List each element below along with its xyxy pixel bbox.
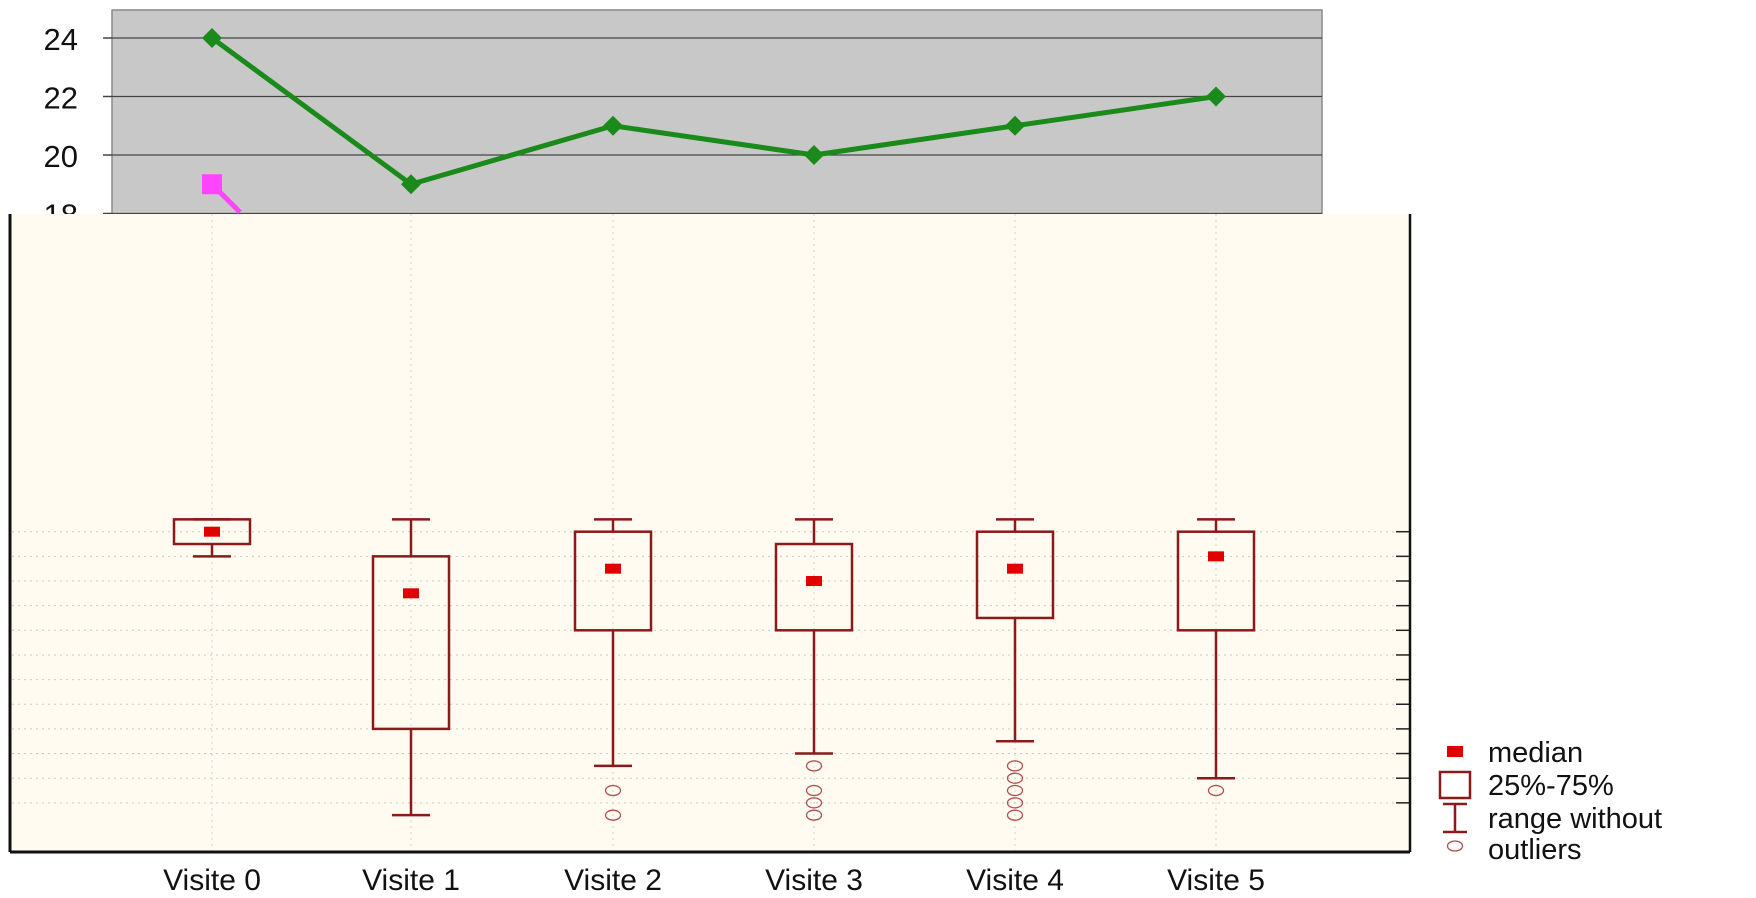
legend-box-icon (1438, 770, 1472, 800)
iqr-box (573, 530, 653, 632)
x-tick-label: Visite 4 (966, 864, 1064, 893)
box-visite-5 (1176, 518, 1256, 797)
legend-median-icon (1447, 746, 1463, 757)
line-plot-area (111, 9, 1323, 215)
legend-label: 25%-75% (1488, 770, 1614, 802)
median-marker (605, 563, 621, 574)
outlier-point (1006, 784, 1024, 797)
box-plot-area (10, 214, 1410, 852)
median-marker (403, 588, 419, 599)
x-tick-label: Visite 2 (564, 864, 662, 893)
outlier-point (805, 784, 823, 797)
line-point (1005, 115, 1025, 136)
x-tick-label: Visite 5 (1167, 864, 1265, 893)
outlier-point (604, 809, 622, 821)
legend-label: median (1488, 737, 1583, 769)
box-visite-1 (371, 518, 451, 817)
median-marker (1208, 551, 1224, 562)
outlier-point (805, 760, 823, 772)
outlier-point (604, 784, 622, 797)
iqr-box (1176, 530, 1256, 632)
iqr-box (975, 530, 1055, 620)
box-visite-4 (975, 518, 1055, 821)
line-point (202, 174, 222, 195)
line-y-tick-label: 20 (44, 139, 78, 174)
line-chart: 18202224 (44, 9, 1323, 233)
x-tick-label: Visite 1 (362, 864, 460, 893)
line-point (1206, 86, 1226, 107)
iqr-box (371, 555, 451, 731)
outlier-point (1006, 760, 1024, 772)
line-point (401, 174, 421, 195)
line-point (603, 115, 623, 136)
x-tick-label: Visite 3 (765, 864, 863, 893)
box-visite-0 (172, 518, 252, 558)
outlier-point (1006, 797, 1024, 809)
outlier-point (1006, 809, 1024, 821)
line-y-tick-label: 22 (44, 81, 78, 116)
outlier-point (1207, 784, 1225, 797)
legend-label: outliers (1488, 834, 1582, 866)
outlier-point (805, 797, 823, 809)
outlier-point (805, 809, 823, 821)
median-marker (204, 526, 220, 537)
line-y-tick-label: 24 (44, 22, 78, 57)
x-tick-label: Visite 0 (163, 864, 261, 893)
line-series-1 (210, 35, 1217, 187)
iqr-box (172, 518, 252, 546)
line-point (804, 145, 824, 165)
iqr-box (774, 542, 854, 632)
box-visite-2 (573, 518, 653, 821)
legend-outlier-icon (1446, 840, 1464, 852)
median-marker (806, 576, 822, 586)
outlier-point (1006, 772, 1024, 784)
box-visite-3 (774, 518, 854, 821)
line-point (202, 28, 222, 48)
legend-label: range without (1488, 803, 1662, 835)
median-marker (1007, 563, 1023, 574)
box-plot: Visite 0 Visite 1 Visite 2 Visite 3 Visite 4… (8, 214, 1662, 897)
